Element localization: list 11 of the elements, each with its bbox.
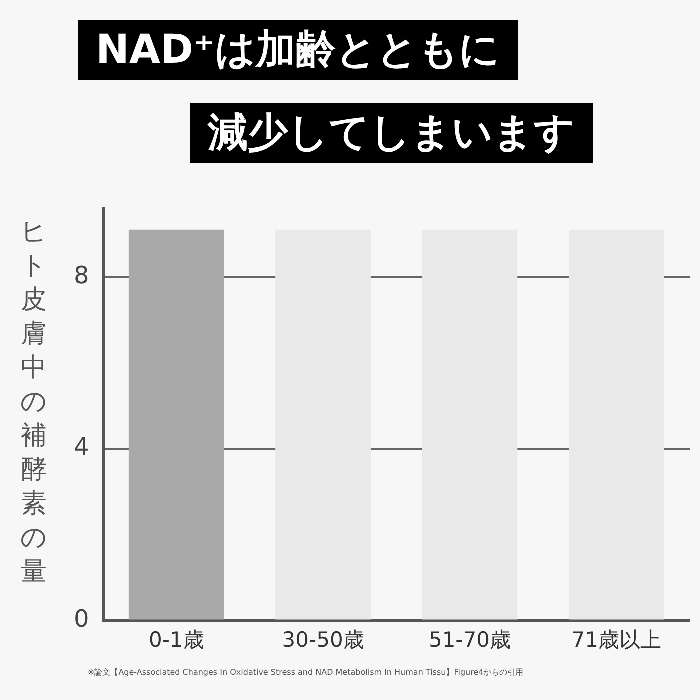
y-tick-label: 8 [74, 261, 90, 290]
text: ヒト皮膚中の補酵素の量 [20, 217, 48, 587]
y-tick-label: 4 [74, 433, 90, 462]
text: ※論文【Age-Associated Changes In Oxidative Stress and NAD Metabolism In Human Tissu】Figure4からの引用 [88, 667, 524, 678]
x-tick-label: 0-1歳 [148, 628, 204, 652]
chart-title: NAD⁺は加齢とともに [78, 20, 518, 80]
chart-subtitle: 減少してしまいます [190, 103, 593, 163]
x-tick-label: 30-50歳 [282, 628, 364, 652]
x-tick-label: 51-70歳 [428, 628, 511, 652]
y-tick-label: 0 [74, 605, 90, 634]
x-tick-label: 71歳以上 [572, 628, 662, 652]
